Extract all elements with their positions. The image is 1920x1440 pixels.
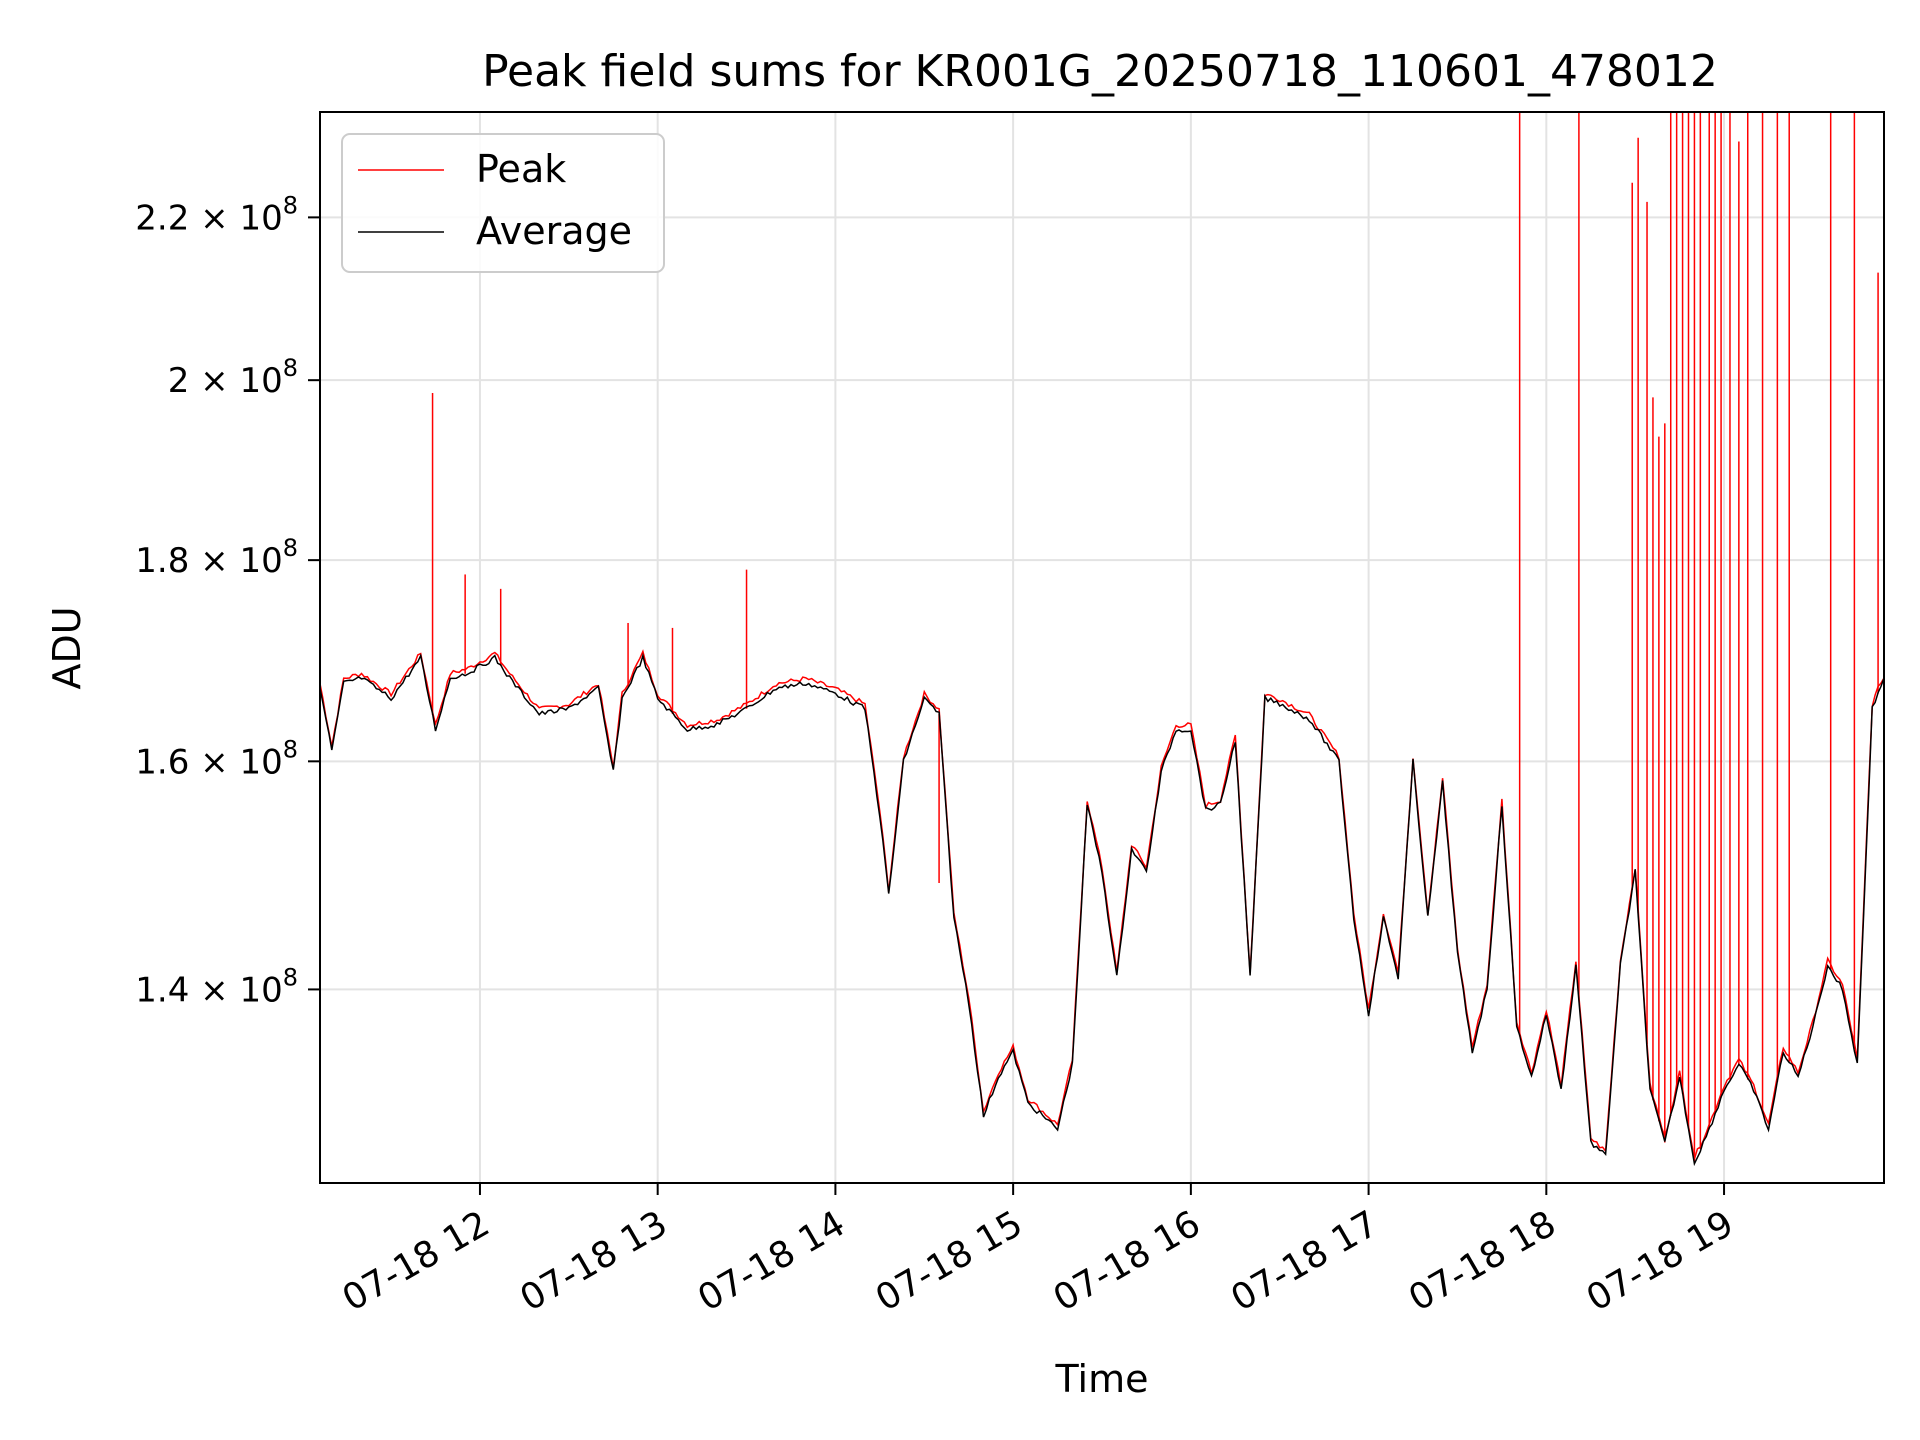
legend-label-average: Average xyxy=(476,209,632,253)
plot-frame xyxy=(319,111,1885,1184)
x-axis-label: Time xyxy=(1055,1357,1149,1401)
y-tick-label: 2.2 × 108 xyxy=(135,191,298,238)
grid xyxy=(320,112,1884,1183)
plot-lines xyxy=(320,112,1884,1167)
y-axis: 1.4 × 108 1.6 × 108 1.8 × 108 2 × 108 2.2 × … xyxy=(135,191,320,1010)
y-tick-label: 1.6 × 108 xyxy=(135,735,298,782)
y-tick-label: 1.8 × 108 xyxy=(135,534,298,581)
legend: Peak Average xyxy=(341,133,665,273)
y-axis-label: ADU xyxy=(45,606,89,689)
series-average-line xyxy=(320,652,1884,1167)
y-tick-label: 1.4 × 108 xyxy=(135,963,298,1010)
legend-box xyxy=(341,133,665,273)
y-tick-label: 2 × 108 xyxy=(168,354,298,401)
legend-label-peak: Peak xyxy=(476,147,566,191)
chart-title: Peak field sums for KR001G_20250718_1106… xyxy=(482,46,1718,97)
